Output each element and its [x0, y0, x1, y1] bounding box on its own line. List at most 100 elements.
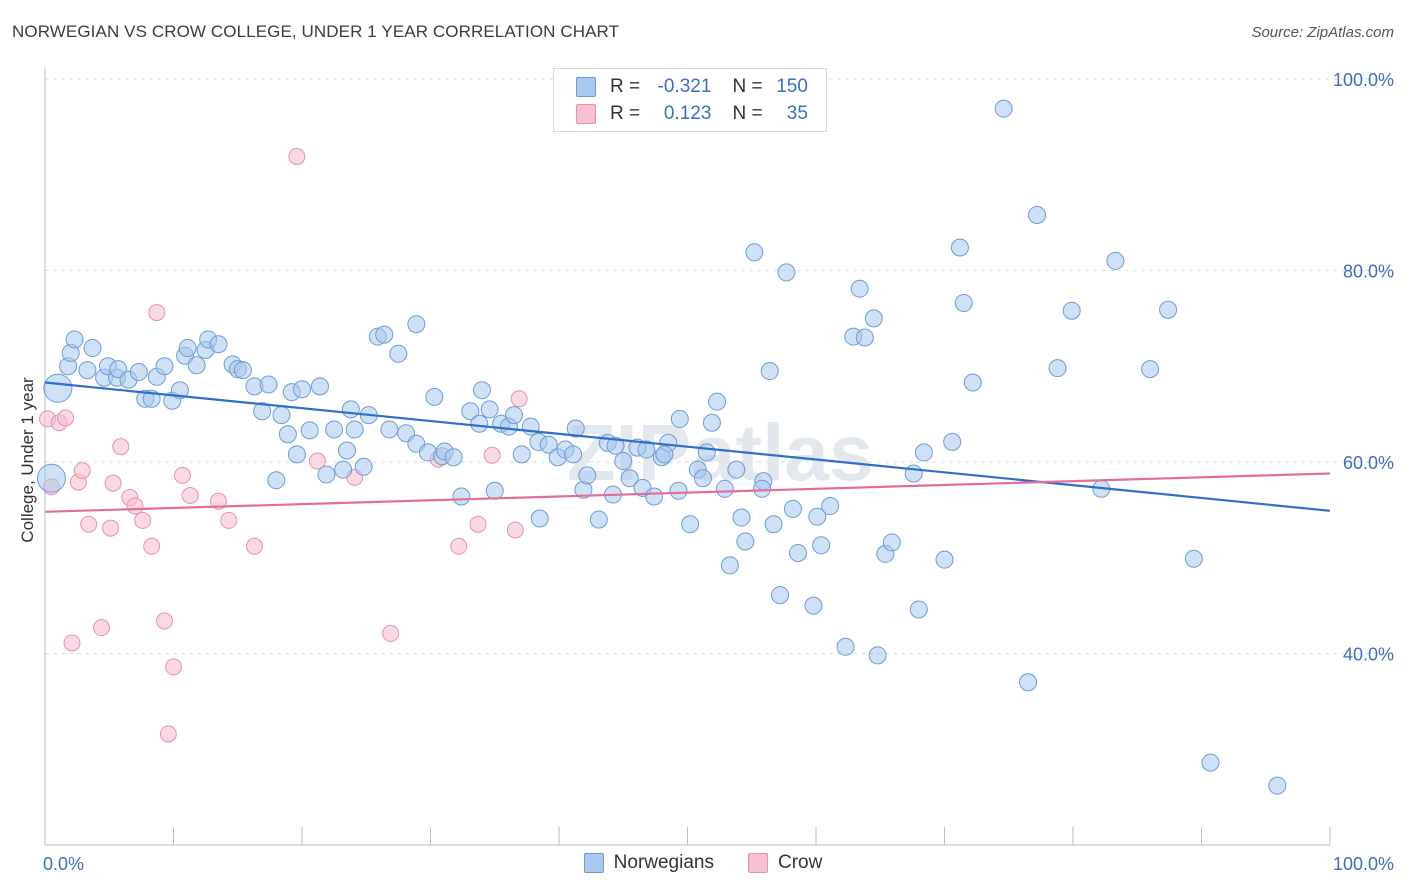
- norwegians-point: [337, 441, 356, 460]
- crow-point: [104, 474, 122, 492]
- norwegians-point: [994, 99, 1013, 118]
- norwegians-point: [444, 448, 463, 467]
- norwegians-point: [1201, 753, 1220, 772]
- crow-point: [93, 619, 111, 637]
- norwegians-point: [681, 515, 700, 534]
- norwegians-point: [36, 463, 66, 493]
- crow-point: [148, 304, 166, 322]
- chart-title: NORWEGIAN VS CROW COLLEGE, UNDER 1 YEAR …: [12, 22, 620, 41]
- crow-point: [450, 537, 468, 555]
- norwegians-point: [287, 445, 306, 464]
- crow-point: [57, 409, 75, 427]
- y-tick-label: 80.0%: [1343, 262, 1394, 282]
- crow-point: [159, 725, 177, 743]
- norwegians-point: [745, 243, 764, 262]
- norwegians-point: [614, 452, 633, 471]
- norwegians-point: [1141, 360, 1160, 379]
- norwegians-point: [566, 419, 585, 438]
- crow-point: [102, 519, 120, 537]
- norwegians-point: [777, 263, 796, 282]
- crow-point: [506, 521, 524, 539]
- norwegians-point: [187, 356, 206, 375]
- norwegians-point: [864, 309, 883, 328]
- norwegians-point: [341, 400, 360, 419]
- source-label: Source: ZipAtlas.com: [1251, 24, 1394, 41]
- x-tick-labels: 0.0% 100.0%: [43, 854, 1394, 874]
- norwegians-point: [855, 328, 874, 347]
- norwegians-point: [954, 294, 973, 313]
- norwegians-point: [1184, 549, 1203, 568]
- crow-point: [134, 511, 152, 529]
- norwegians-point: [272, 406, 291, 425]
- norwegians-point: [472, 381, 491, 400]
- norwegians-point: [950, 238, 969, 257]
- norwegians-point: [1048, 359, 1067, 378]
- norwegians-point: [578, 466, 597, 485]
- crow-point: [143, 537, 161, 555]
- norwegians-point: [278, 425, 297, 444]
- norwegians-point: [345, 420, 364, 439]
- norwegians-swatch: [576, 77, 596, 97]
- norwegians-trend-line: [44, 381, 1331, 512]
- norwegians-point: [753, 479, 772, 498]
- y-tick-labels: 40.0% 60.0% 80.0% 100.0%: [1333, 70, 1394, 665]
- norwegians-point: [530, 509, 549, 528]
- crow-point: [382, 624, 400, 642]
- y-tick-label: 40.0%: [1343, 645, 1394, 665]
- norwegians-point: [804, 596, 823, 615]
- norwegians-point: [943, 432, 962, 451]
- crow-point: [469, 515, 487, 533]
- legend-item-norwegians: Norwegians: [583, 852, 714, 874]
- crow-point: [510, 390, 528, 408]
- crow-point: [126, 497, 144, 515]
- n-value: 35: [786, 103, 808, 124]
- norwegians-point: [702, 413, 721, 432]
- norwegians-point: [670, 409, 689, 428]
- n-value: 150: [776, 76, 808, 97]
- norwegians-point: [170, 381, 189, 400]
- norwegians-point: [1019, 673, 1038, 692]
- norwegians-point: [375, 325, 394, 344]
- norwegians-point: [209, 335, 228, 354]
- crow-point: [63, 634, 81, 652]
- norwegians-point: [850, 279, 869, 298]
- norwegians-legend-swatch: [583, 853, 604, 873]
- norwegians-point: [43, 373, 73, 403]
- norwegians-point: [808, 507, 827, 526]
- norwegians-point: [760, 362, 779, 381]
- crow-trend-line: [44, 472, 1331, 513]
- trend-lines: [44, 381, 1331, 513]
- x-tick-label: 100.0%: [1333, 854, 1394, 874]
- legend-row-norwegians: R = -0.321 N = 150: [576, 75, 808, 99]
- norwegians-point: [389, 344, 408, 363]
- norwegians-point: [425, 387, 444, 406]
- norwegians-point: [693, 469, 712, 488]
- norwegians-point: [65, 330, 84, 349]
- y-tick-label: 100.0%: [1333, 70, 1394, 90]
- legend-item-crow: Crow: [747, 852, 822, 874]
- norwegians-point: [1028, 205, 1047, 224]
- r-value: 0.123: [663, 103, 712, 124]
- norwegians-point: [708, 392, 727, 411]
- crow-point: [483, 446, 501, 464]
- norwegians-point: [637, 440, 656, 459]
- crow-point: [73, 462, 91, 480]
- norwegians-point: [354, 457, 373, 476]
- crow-point: [245, 537, 263, 555]
- y-axis-label: College, Under 1 year: [18, 377, 37, 543]
- norwegians-point: [539, 435, 558, 454]
- crow-point: [173, 466, 191, 484]
- norwegians-point: [461, 402, 480, 421]
- norwegians-point: [812, 536, 831, 555]
- norwegians-point: [904, 464, 923, 483]
- norwegians-point: [606, 436, 625, 455]
- norwegians-point: [963, 373, 982, 392]
- crow-point: [209, 492, 227, 510]
- crow-legend-swatch: [747, 853, 768, 873]
- norwegians-point: [736, 532, 755, 551]
- norwegians-point: [821, 497, 840, 516]
- crow-point: [80, 515, 98, 533]
- norwegians-point: [935, 550, 954, 569]
- norwegians-point: [836, 637, 855, 656]
- norwegians-point: [620, 469, 639, 488]
